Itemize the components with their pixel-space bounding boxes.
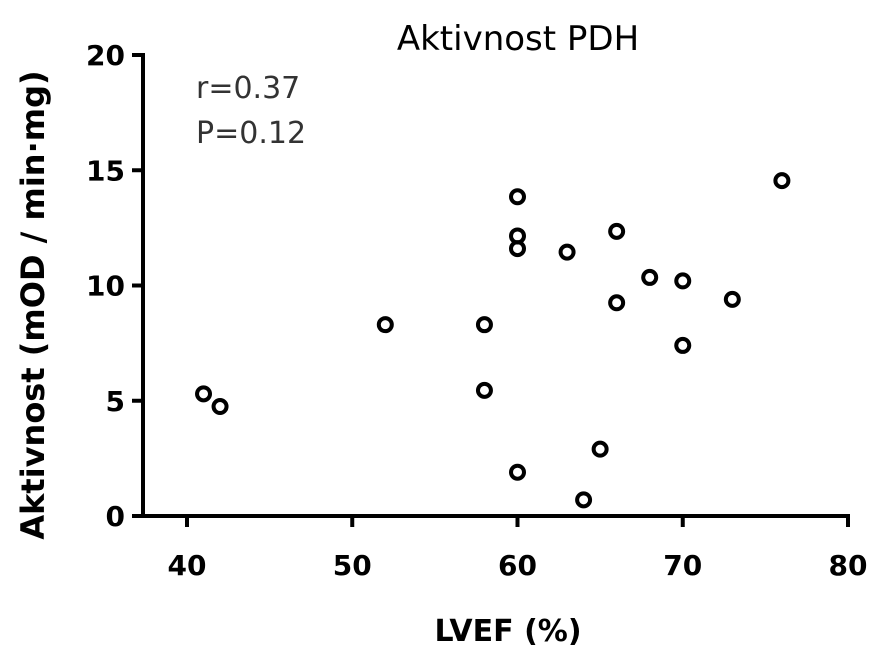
data-point [591,440,609,458]
data-point [641,268,659,286]
annotation-p: P=0.12 [196,116,306,151]
x-tick-label: 80 [829,549,868,582]
x-tick-label: 50 [333,549,372,582]
x-tick-label: 40 [168,549,207,582]
data-point [723,290,741,308]
data-points [195,172,791,509]
data-point [211,398,229,416]
y-tick-label: 15 [86,154,125,187]
x-tick-label: 60 [498,549,537,582]
axes: 0 5 10 15 20 40 50 60 70 80 [86,39,867,582]
data-point [376,316,394,334]
y-tick-label: 0 [106,500,125,533]
annotation-r: r=0.37 [196,71,300,106]
data-point [674,272,692,290]
chart-title: Aktivnost PDH [397,19,639,59]
y-axis-label: Aktivnost (mOD / min·mg) [14,70,52,539]
data-point [475,316,493,334]
data-point [575,491,593,509]
data-point [509,463,526,481]
data-point [195,385,213,403]
y-tick-label: 20 [86,39,125,72]
data-point [608,222,626,240]
data-point [558,243,576,261]
x-tick-label: 70 [663,549,702,582]
x-axis-label: LVEF (%) [434,614,581,649]
data-point [773,172,791,190]
data-point [509,188,526,206]
data-point [509,240,526,258]
y-tick-label: 5 [106,385,125,418]
data-point [475,381,493,399]
data-point [674,336,692,354]
y-tick-label: 10 [86,270,125,303]
data-point [608,294,626,312]
